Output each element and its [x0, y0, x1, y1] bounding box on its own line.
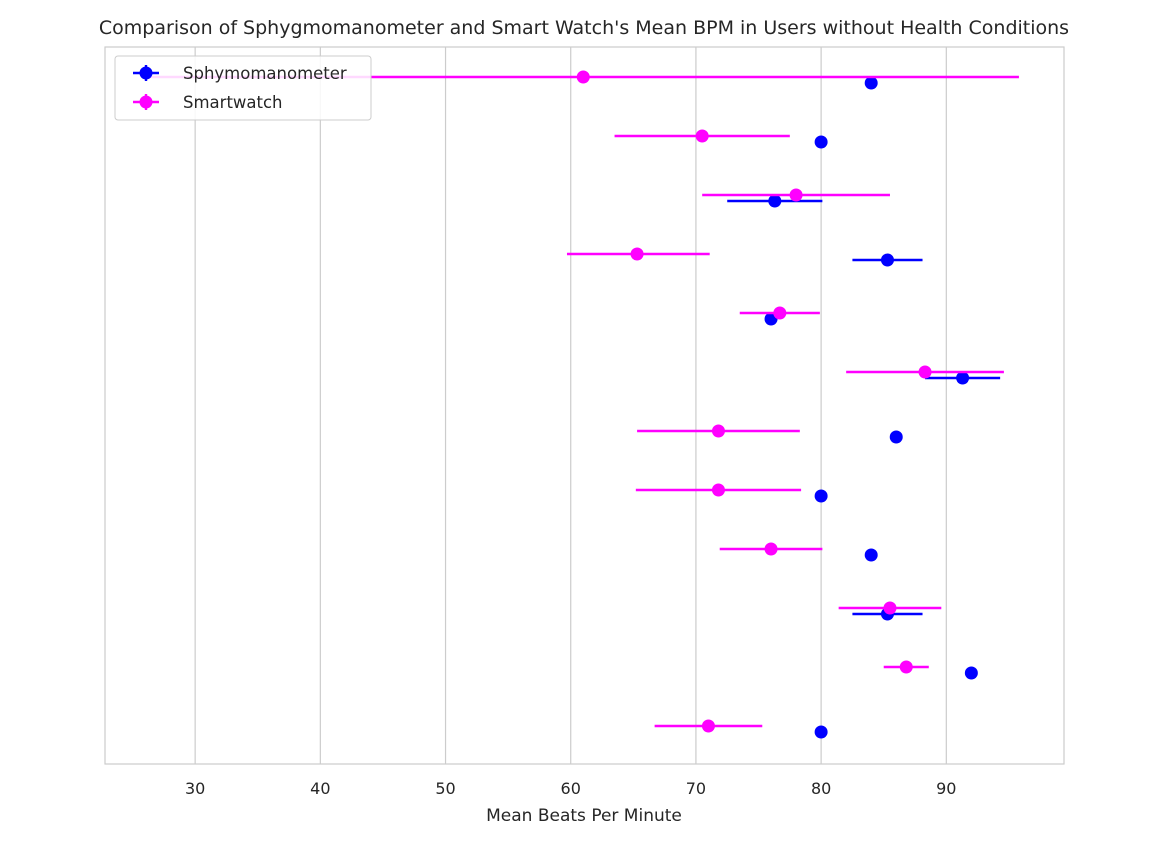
x-tick-label: 90	[936, 779, 956, 798]
data-point	[864, 548, 878, 562]
x-tick-label: 30	[185, 779, 205, 798]
grid	[194, 47, 947, 764]
data-point	[630, 247, 644, 261]
x-tick-label: 40	[310, 779, 330, 798]
data-point	[964, 666, 978, 680]
x-tick-label: 50	[435, 779, 455, 798]
data-point	[864, 76, 878, 90]
data-point	[764, 542, 778, 556]
data-point	[814, 135, 828, 149]
x-tick-label: 70	[686, 779, 706, 798]
data-point	[918, 365, 932, 379]
data-point	[701, 719, 715, 733]
x-axis-label: Mean Beats Per Minute	[486, 806, 682, 826]
data-point	[711, 483, 725, 497]
x-tick-label: 60	[561, 779, 581, 798]
data-point	[814, 725, 828, 739]
data-point	[883, 601, 897, 615]
legend-label: Smartwatch	[183, 93, 283, 112]
chart-title: Comparison of Sphygmomanometer and Smart…	[99, 17, 1069, 39]
data-point	[814, 489, 828, 503]
data-point	[695, 129, 709, 143]
data-point	[889, 430, 903, 444]
legend-marker-dot	[139, 66, 153, 80]
legend-box	[114, 55, 372, 121]
data-marks	[147, 70, 1019, 739]
x-tick-labels: 30 40 50 60 70 80 90	[185, 779, 957, 798]
data-point	[711, 424, 725, 438]
data-point	[768, 194, 782, 208]
data-point	[899, 660, 913, 674]
legend-marker-dot	[139, 95, 153, 109]
data-point	[880, 253, 894, 267]
legend: Sphymomanometer Smartwatch	[114, 55, 372, 121]
x-tick-label: 80	[811, 779, 831, 798]
legend-label: Sphymomanometer	[183, 64, 347, 83]
data-point	[576, 70, 590, 84]
plot-frame	[104, 46, 1065, 765]
data-point	[789, 188, 803, 202]
data-point	[773, 306, 787, 320]
data-point	[956, 371, 970, 385]
